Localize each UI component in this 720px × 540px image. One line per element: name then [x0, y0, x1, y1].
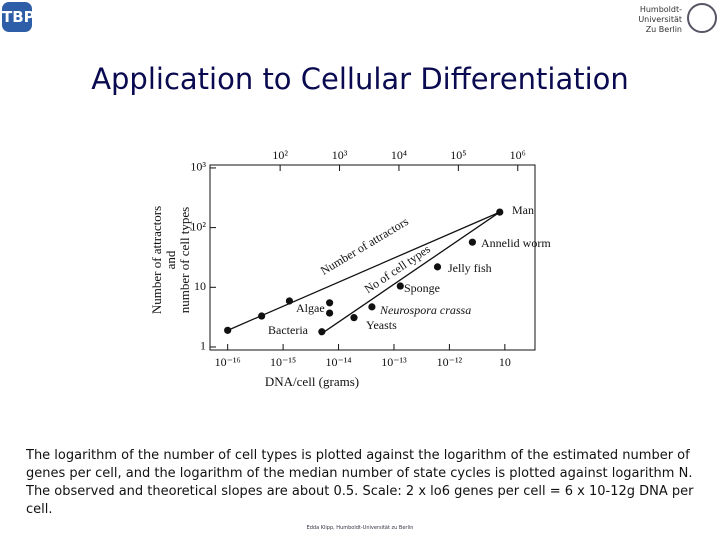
slide-title: Application to Cellular Differentiation: [91, 62, 629, 96]
x2-tick-label: 10⁴: [391, 148, 407, 162]
x2-tick-label: 10²: [272, 148, 288, 162]
x-tick-label: 10⁻¹⁴: [325, 355, 351, 369]
point: [433, 263, 442, 271]
y-tick-label: 10³: [190, 160, 206, 174]
caption: The logarithm of the number of cell type…: [26, 448, 694, 517]
plot-frame: [209, 164, 536, 351]
x2-tick-label: 10⁶: [510, 148, 526, 162]
chart: DNA/cell (grams) Number of attractors an…: [149, 148, 551, 389]
x2-tick-label: 10³: [332, 148, 348, 162]
y-axis-label-line: and: [163, 250, 178, 269]
x-axis-label: DNA/cell (grams): [265, 374, 359, 389]
affiliation-line: Zu Berlin: [645, 25, 682, 34]
x-tick-label: 10⁻¹³: [381, 355, 407, 369]
annotation: Annelid worm: [481, 236, 551, 250]
trend-line: [319, 211, 501, 336]
annotation: Neurospora crassa: [379, 303, 471, 317]
annotation: Bacteria: [268, 323, 309, 337]
x2-tick-label: 10⁵: [450, 148, 466, 162]
y-tick-label: 10: [194, 279, 206, 293]
footer: Edda Klipp, Humboldt-Universität zu Berl…: [306, 525, 414, 531]
point: [326, 309, 334, 317]
x-tick-label: 10⁻¹²: [437, 355, 463, 369]
y-axis-label: Number of attractors and number of cell …: [149, 206, 192, 314]
point: [224, 326, 232, 334]
x-tick-label: 10⁻¹⁶: [215, 355, 241, 369]
annotation: Jelly fish: [448, 261, 492, 275]
seal: [687, 3, 717, 33]
trend-line: [227, 211, 501, 331]
point: [285, 297, 294, 305]
x-tick-label: 10⁻¹⁵: [270, 355, 296, 369]
y-tick-label: 10²: [190, 219, 206, 233]
point: [468, 238, 477, 246]
y-axis-label-line: number of cell types: [177, 207, 192, 314]
affiliation-line: Humboldt-: [639, 5, 682, 14]
point: [326, 299, 334, 307]
point: [258, 312, 266, 320]
point: [496, 208, 504, 216]
logo: TBP: [2, 2, 35, 32]
y-axis-label-line: Number of attractors: [149, 206, 164, 314]
point: [396, 282, 404, 290]
x-tick-label: 10: [499, 355, 511, 369]
affiliation-line: Universität: [638, 15, 682, 24]
annotation: Algae: [296, 301, 325, 315]
point: [318, 328, 326, 336]
annotation: Man: [512, 203, 534, 217]
point: [350, 314, 358, 322]
affiliation: Humboldt- Universität Zu Berlin: [638, 5, 682, 35]
y-tick-label: 1: [200, 339, 206, 353]
annotation: Sponge: [404, 281, 440, 295]
annotation: Yeasts: [366, 318, 397, 332]
point: [368, 303, 376, 311]
